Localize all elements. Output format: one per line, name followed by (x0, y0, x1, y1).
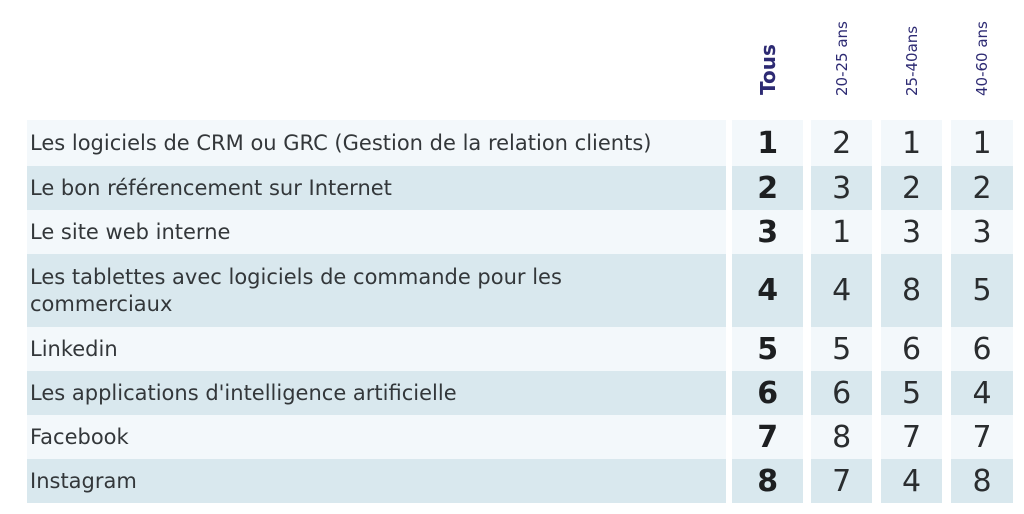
table-row: Le site web interne 3 1 3 3 (27, 210, 1013, 254)
rank-25-40: 6 (881, 327, 943, 371)
rank-20-25: 6 (811, 371, 873, 415)
rank-tous: 6 (732, 371, 804, 415)
row-label: Le bon référencement sur Internet (27, 166, 727, 210)
rank-20-25: 4 (811, 254, 873, 327)
table-row: Le bon référencement sur Internet 2 3 2 … (27, 166, 1013, 210)
rank-25-40: 4 (881, 459, 943, 503)
row-label: Les logiciels de CRM ou GRC (Gestion de … (27, 120, 727, 166)
rank-20-25: 1 (811, 210, 873, 254)
column-header-20-25-ans: 20-25 ans (833, 21, 851, 96)
row-label: Les tablettes avec logiciels de commande… (27, 254, 727, 327)
rank-40-60: 2 (951, 166, 1013, 210)
rank-25-40: 2 (881, 166, 943, 210)
rank-tous: 5 (732, 327, 804, 371)
rank-40-60: 3 (951, 210, 1013, 254)
column-header-40-60-ans: 40-60 ans (973, 21, 991, 96)
rank-25-40: 3 (881, 210, 943, 254)
column-header-tous: Tous (756, 44, 780, 95)
rank-25-40: 7 (881, 415, 943, 459)
row-label: Le site web interne (27, 210, 727, 254)
table-row: Les tablettes avec logiciels de commande… (27, 254, 1013, 327)
rank-40-60: 5 (951, 254, 1013, 327)
row-label: Instagram (27, 459, 727, 503)
ranking-table: Les logiciels de CRM ou GRC (Gestion de … (27, 120, 1013, 503)
rank-tous: 3 (732, 210, 804, 254)
table-row: Les logiciels de CRM ou GRC (Gestion de … (27, 120, 1013, 166)
rank-tous: 2 (732, 166, 804, 210)
rank-25-40: 1 (881, 120, 943, 166)
table-row: Facebook 7 8 7 7 (27, 415, 1013, 459)
rank-20-25: 5 (811, 327, 873, 371)
table-row: Les applications d'intelligence artifici… (27, 371, 1013, 415)
rank-40-60: 7 (951, 415, 1013, 459)
row-label: Les applications d'intelligence artifici… (27, 371, 727, 415)
rank-40-60: 6 (951, 327, 1013, 371)
row-label: Facebook (27, 415, 727, 459)
rank-20-25: 8 (811, 415, 873, 459)
table-row: Linkedin 5 5 6 6 (27, 327, 1013, 371)
rank-20-25: 2 (811, 120, 873, 166)
rank-20-25: 7 (811, 459, 873, 503)
rank-40-60: 1 (951, 120, 1013, 166)
rank-40-60: 8 (951, 459, 1013, 503)
rank-tous: 4 (732, 254, 804, 327)
rank-20-25: 3 (811, 166, 873, 210)
table-row: Instagram 8 7 4 8 (27, 459, 1013, 503)
rank-tous: 8 (732, 459, 804, 503)
rank-25-40: 5 (881, 371, 943, 415)
rank-25-40: 8 (881, 254, 943, 327)
column-header-25-40-ans: 25-40ans (903, 25, 921, 96)
row-label: Linkedin (27, 327, 727, 371)
rank-40-60: 4 (951, 371, 1013, 415)
rank-tous: 1 (732, 120, 804, 166)
rank-tous: 7 (732, 415, 804, 459)
